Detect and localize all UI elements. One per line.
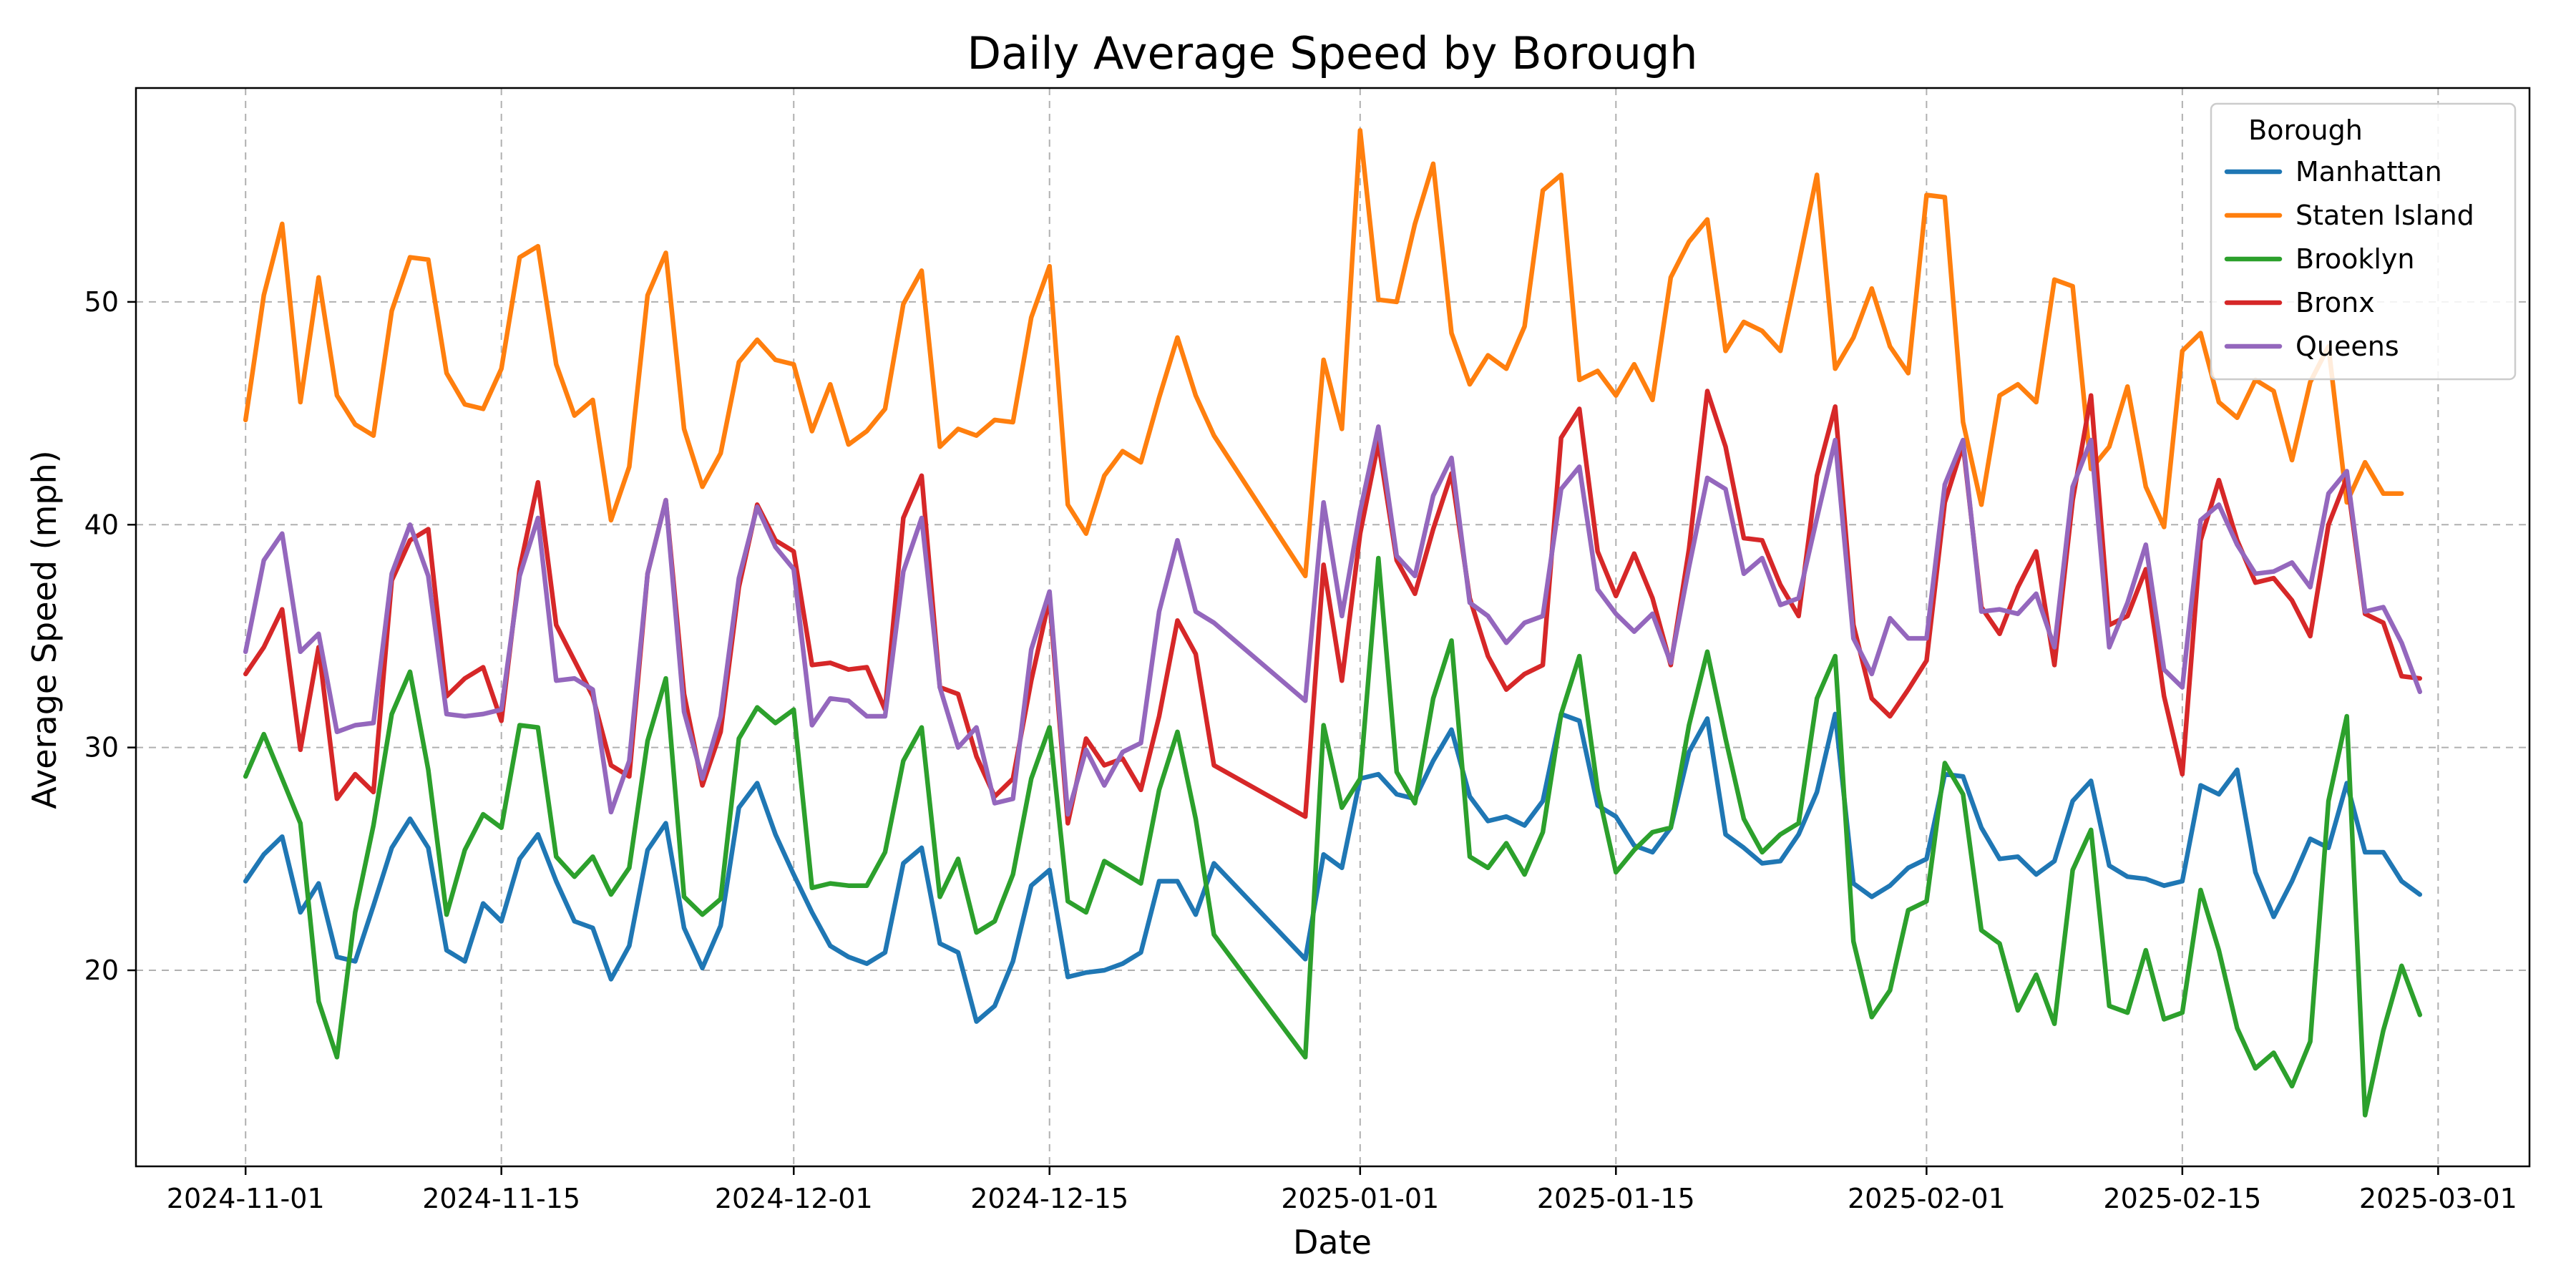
x-tick-label: 2025-01-15 (1537, 1183, 1695, 1214)
x-tick-label: 2025-03-01 (2359, 1183, 2517, 1214)
series-line-brooklyn (243, 555, 2423, 1118)
legend-label-manhattan: Manhattan (2296, 156, 2442, 187)
series-line-staten-island (243, 127, 2404, 579)
legend-items: Manhattan Staten Island Brooklyn Bronx Queen… (2224, 156, 2474, 362)
legend-title: Borough (2248, 114, 2363, 146)
x-tick-label: 2025-01-01 (1281, 1183, 1439, 1214)
legend: Borough Manhattan Staten Island Brooklyn Br… (2210, 102, 2517, 381)
x-axis-title: Date (1293, 1223, 1372, 1262)
series-lines (243, 127, 2423, 1118)
legend-label-staten-island: Staten Island (2296, 200, 2474, 231)
y-axis-title: Average Speed (mph) (25, 450, 64, 809)
chart-title: Daily Average Speed by Borough (967, 27, 1697, 79)
y-tick-label: 50 (84, 286, 119, 318)
y-tick-label: 20 (84, 955, 119, 986)
x-tick-label: 2024-11-15 (422, 1183, 580, 1214)
y-tick-label: 40 (84, 509, 119, 540)
y-tick-label: 30 (84, 732, 119, 763)
legend-label-bronx: Bronx (2296, 287, 2375, 318)
series-line-manhattan (243, 711, 2423, 1024)
x-tick-label: 2024-12-01 (715, 1183, 873, 1214)
plot-frame (135, 87, 2531, 1168)
x-tick-label: 2025-02-15 (2103, 1183, 2261, 1214)
x-tick-label: 2024-12-15 (970, 1183, 1128, 1214)
x-tick-label: 2025-02-01 (1848, 1183, 2006, 1214)
axes: 2024-11-01 2024-11-15 2024-12-01 2024-12-15… (84, 286, 2517, 1214)
legend-label-queens: Queens (2296, 331, 2399, 362)
legend-box (2210, 102, 2517, 381)
legend-label-brooklyn: Brooklyn (2296, 243, 2415, 275)
series-line-queens (243, 424, 2423, 817)
x-tick-label: 2024-11-01 (167, 1183, 325, 1214)
